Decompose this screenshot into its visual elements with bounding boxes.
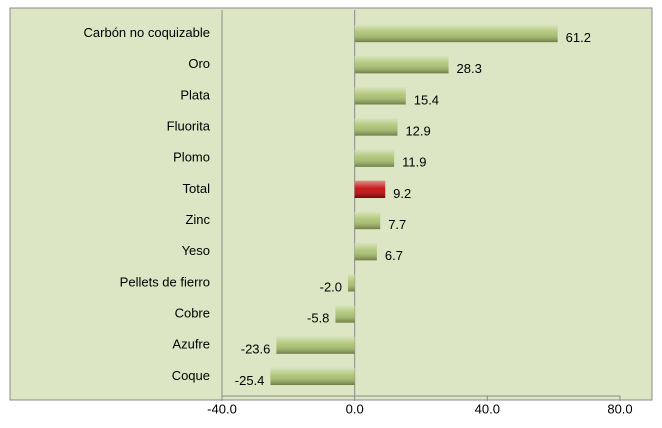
value-label: 15.4 [414, 92, 439, 107]
y-tick-label: Pellets de fierro [120, 274, 210, 289]
y-tick-label: Fluorita [167, 119, 211, 134]
bar-shade [354, 149, 395, 167]
x-tick-label: 80.0 [607, 401, 632, 416]
bar-shade [276, 336, 355, 354]
bar-shade [354, 243, 377, 261]
x-tick-label: -40.0 [207, 401, 237, 416]
value-label: 61.2 [566, 30, 591, 45]
bar-shade [348, 274, 355, 292]
value-label: 9.2 [393, 186, 411, 201]
x-tick-label: 0.0 [346, 401, 364, 416]
bar-shade [354, 118, 398, 136]
bar-shade [354, 212, 381, 230]
bar-shade [354, 87, 406, 105]
bar-shade [354, 56, 449, 74]
bar-shade [354, 25, 558, 43]
value-label: -5.8 [307, 311, 329, 326]
bar-shade [354, 180, 386, 198]
y-tick-label: Total [183, 181, 211, 196]
y-tick-label: Azufre [172, 337, 210, 352]
chart-frame [9, 7, 653, 401]
y-tick-label: Carbón no coquizable [84, 25, 210, 40]
value-label: -2.0 [320, 279, 342, 294]
y-tick-label: Plomo [173, 150, 210, 165]
bar-shade [270, 367, 355, 385]
value-label: 7.7 [388, 217, 406, 232]
value-label: 6.7 [385, 248, 403, 263]
value-label: 11.9 [402, 155, 426, 170]
value-label: -25.4 [235, 373, 265, 388]
y-tick-label: Plata [180, 87, 210, 102]
y-tick-label: Zinc [185, 212, 210, 227]
value-label: 12.9 [405, 124, 430, 139]
y-tick-label: Cobre [175, 306, 210, 321]
value-label: -23.6 [241, 342, 271, 357]
y-tick-label: Yeso [182, 243, 210, 258]
bar-shade [335, 305, 355, 323]
value-label: 28.3 [457, 61, 482, 76]
x-tick-label: 40.0 [475, 401, 500, 416]
y-tick-label: Oro [188, 56, 210, 71]
y-tick-label: Coque [172, 368, 210, 383]
